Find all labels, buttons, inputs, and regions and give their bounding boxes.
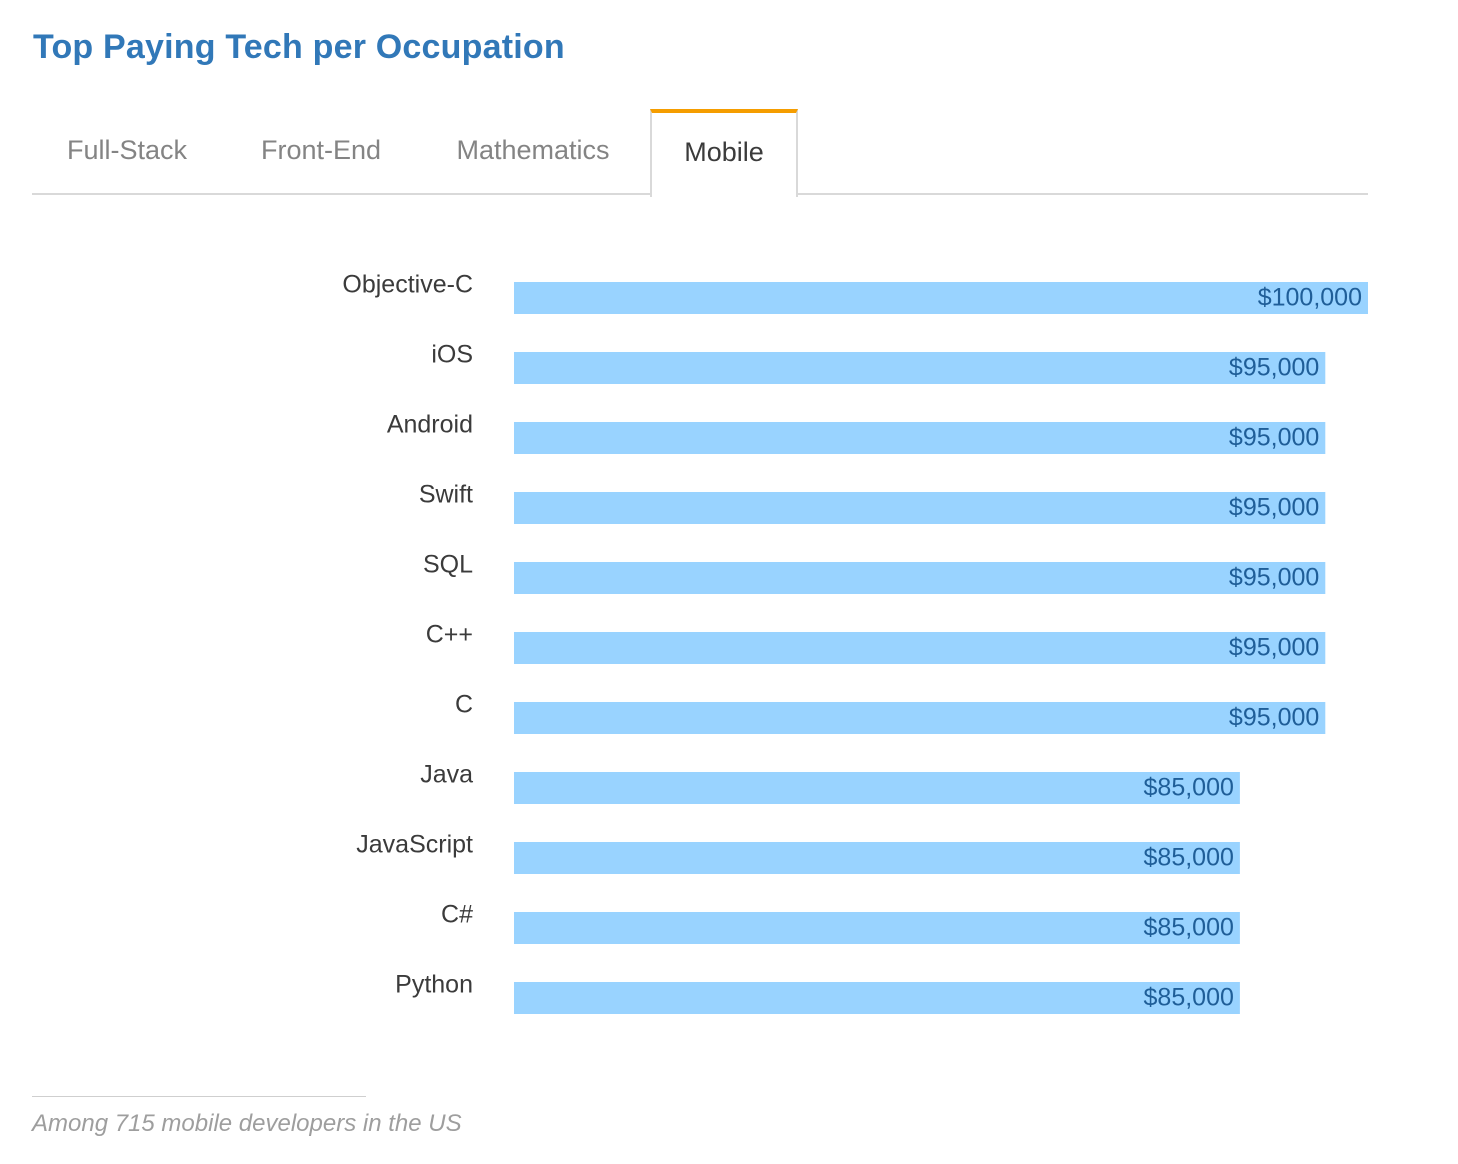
value-label-javascript: $85,000 [1144,844,1234,872]
occupation-tabs: Full-Stack Front-End Mathematics Mobile [32,109,1368,197]
category-label-sql: SQL [423,551,473,579]
category-label-objective-c: Objective-C [342,271,473,299]
value-label-objective-c: $100,000 [1258,284,1362,312]
category-label-android: Android [387,411,473,439]
bar-sql [514,562,1326,594]
bar-ios [514,352,1326,384]
value-label-swift: $95,000 [1229,494,1319,522]
bar-java [514,772,1240,804]
category-label-javascript: JavaScript [356,831,473,859]
value-label-ios: $95,000 [1229,354,1319,382]
value-label-python: $85,000 [1144,984,1234,1012]
value-label-android: $95,000 [1229,424,1319,452]
bar-cplusplus [514,632,1326,664]
category-label-csharp: C# [441,901,473,929]
value-label-java: $85,000 [1144,774,1234,802]
category-label-ios: iOS [431,341,473,369]
bar-csharp [514,912,1240,944]
bar-objective-c [514,282,1368,314]
category-label-cplusplus: C++ [426,621,473,649]
footnote: Among 715 mobile developers in the US [32,1110,462,1137]
category-label-python: Python [395,971,473,999]
bar-swift [514,492,1326,524]
category-label-c: C [455,691,473,719]
footnote-divider [32,1096,366,1097]
value-label-csharp: $85,000 [1144,914,1234,942]
bar-python [514,982,1240,1014]
salary-bar-chart: Objective-C $100,000 iOS $95,000 Android $95,… [342,271,1368,1014]
bar-android [514,422,1326,454]
tab-front-end[interactable]: Front-End [260,135,382,165]
value-label-cplusplus: $95,000 [1229,634,1319,662]
category-label-swift: Swift [419,481,473,509]
tab-full-stack[interactable]: Full-Stack [66,135,188,165]
tab-mobile[interactable]: Mobile [650,109,798,197]
page-title: Top Paying Tech per Occupation [33,28,565,66]
category-label-java: Java [420,761,473,789]
tab-mathematics[interactable]: Mathematics [456,135,610,165]
value-label-c: $95,000 [1229,704,1319,732]
bar-c [514,702,1326,734]
bar-javascript [514,842,1240,874]
value-label-sql: $95,000 [1229,564,1319,592]
